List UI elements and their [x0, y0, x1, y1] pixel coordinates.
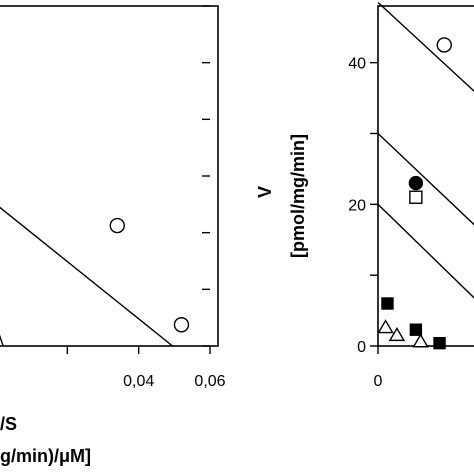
right-point-4-1: [388, 326, 406, 342]
right-y-tick-label-2: 40: [348, 56, 366, 73]
left-fit-line-0: [0, 206, 173, 347]
right-y-tick-label-0: 0: [357, 339, 366, 356]
right-regression-lines: [377, 1, 474, 299]
right-point-4-0: [377, 319, 394, 334]
right-fit-line-2: [377, 203, 474, 299]
right-x-tick-label-0: 0: [374, 373, 383, 390]
right-point-3-0: [381, 297, 394, 310]
left-point-0-1: [173, 317, 190, 333]
right-point-0-0: [436, 37, 452, 53]
right-point-2-0: [409, 190, 423, 204]
left-regression-lines: [0, 206, 173, 347]
right-axis-ticks: [370, 61, 379, 354]
left-point-0-0: [109, 217, 125, 234]
right-tick-labels: 00 20 40: [348, 56, 382, 390]
right-y-axis-label-line2: [pmol/mg/min]: [288, 134, 308, 258]
left-data-points: [109, 217, 190, 333]
right-chart: 00 20 40 V [pmol/mg/min]: [255, 1, 474, 390]
right-y-tick-label-1: 20: [348, 197, 366, 214]
left-axis-ticks: [66, 5, 211, 354]
right-fit-line-0: [377, 1, 474, 93]
right-data-points: [377, 37, 452, 350]
right-point-3-1: [409, 323, 423, 336]
right-point-1-0: [408, 175, 424, 191]
right-point-4-2: [412, 333, 429, 348]
left-chart: 0,04 0,06 /S g/min)/μM]: [0, 5, 226, 466]
left-x-axis-label-line1: /S: [0, 414, 17, 434]
right-fit-line-1: [377, 132, 474, 226]
right-point-3-2: [433, 336, 446, 350]
left-fit-line-1: [0, 334, 4, 347]
left-x-tick-label-1: 0,06: [194, 373, 225, 390]
left-x-tick-label-0: 0,04: [123, 373, 154, 390]
left-x-axis-label-line2: g/min)/μM]: [0, 446, 91, 466]
right-y-axis-label-line1: V: [255, 186, 275, 198]
left-tick-labels: 0,04 0,06: [123, 373, 226, 390]
right-plot-frame: [377, 5, 474, 347]
left-plot-frame: [0, 5, 219, 347]
